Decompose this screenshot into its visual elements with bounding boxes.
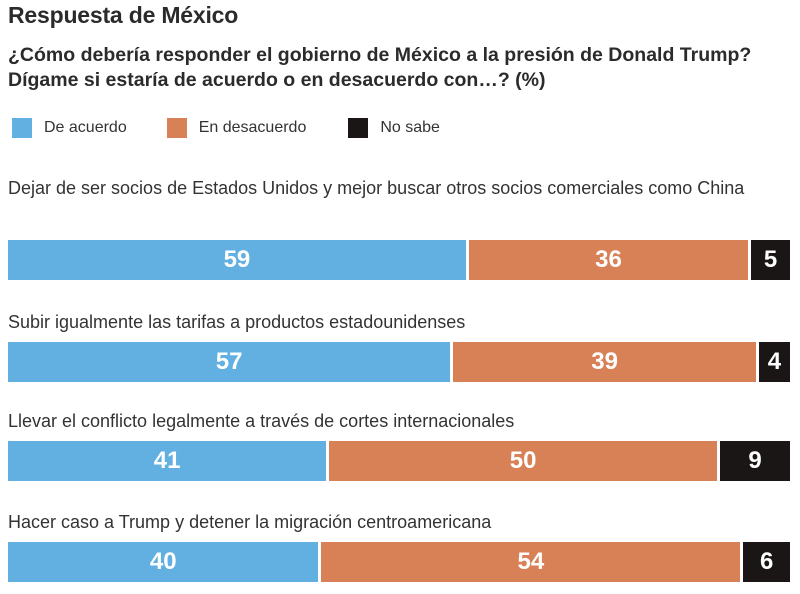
bar-segment-no-sabe: 5 [751,240,790,280]
stacked-bar-chart: Dejar de ser socios de Estados Unidos y … [8,0,790,594]
legend-swatch-de-acuerdo [12,118,32,138]
category-label: Subir igualmente las tarifas a productos… [8,312,466,332]
bar-segment-en-desacuerdo: 36 [468,240,749,280]
legend-item-no-sabe: No sabe [348,118,440,138]
bar-segment-no-sabe: 6 [743,542,790,582]
data-label: 59 [223,246,251,273]
bar-segment-de-acuerdo: 40 [8,542,319,582]
legend-item-de-acuerdo: De acuerdo [12,118,127,138]
legend-item-en-desacuerdo: En desacuerdo [166,118,307,138]
bar-row: 40 54 6 [8,542,790,582]
data-label: 9 [748,447,762,474]
data-label: 4 [767,348,782,375]
data-label: 36 [595,246,622,273]
legend-label: De acuerdo [44,119,127,136]
data-label: 40 [149,548,177,575]
data-label: 39 [591,348,618,375]
data-label: 57 [215,348,243,375]
legend: De acuerdo En desacuerdo No sabe [12,118,440,138]
data-label: 50 [509,447,537,474]
bar-segment-de-acuerdo: 57 [8,342,451,382]
legend-label: No sabe [380,119,440,136]
bar-row: 59 36 5 [8,240,790,280]
bar-segment-en-desacuerdo: 50 [329,441,718,481]
bar-segment-de-acuerdo: 59 [8,240,466,280]
bar-segment-no-sabe: 9 [720,441,790,481]
data-label: 6 [760,548,774,575]
bar-segment-en-desacuerdo: 39 [453,342,756,382]
bar-segment-no-sabe: 4 [758,342,790,382]
chart-title: Respuesta de México [8,2,239,28]
legend-swatch-no-sabe [348,118,369,138]
bar-row: 57 39 4 [8,342,790,382]
category-label: Hacer caso a Trump y detener la migració… [8,512,492,532]
category-label: Llevar el conflicto legalmente a través … [8,411,515,431]
bar-segment-en-desacuerdo: 54 [321,542,741,582]
bar-segment-de-acuerdo: 41 [8,441,327,481]
category-label: Dejar de ser socios de Estados Unidos y … [8,178,745,198]
data-label: 5 [763,246,778,273]
data-label: 54 [517,548,545,575]
legend-swatch-en-desacuerdo [166,118,187,138]
legend-label: En desacuerdo [198,119,307,136]
bar-row: 41 50 9 [8,441,790,481]
data-label: 41 [153,447,181,474]
chart-subtitle: ¿Cómo debería responder el gobierno de M… [8,44,752,91]
